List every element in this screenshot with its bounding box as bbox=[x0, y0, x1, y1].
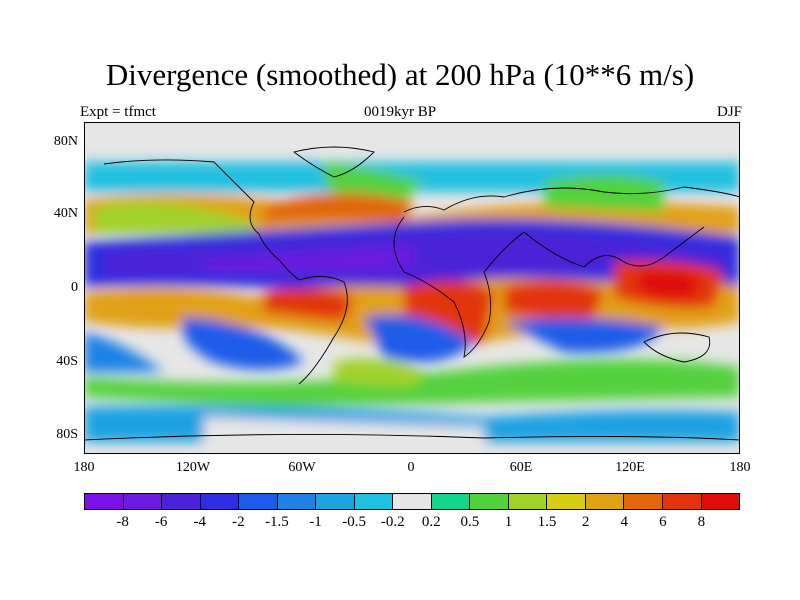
colorbar-box bbox=[547, 494, 586, 509]
lon-label-180w: 180 bbox=[73, 460, 95, 475]
colorbar-box bbox=[585, 494, 625, 509]
lat-label-40s: 40S bbox=[56, 354, 78, 369]
lon-label-60e: 60E bbox=[509, 460, 533, 475]
colorbar-label: -8 bbox=[116, 514, 129, 530]
colorbar-label: 0.2 bbox=[421, 514, 441, 530]
lon-label-0: 0 bbox=[407, 460, 415, 475]
experiment-label: Expt = tfmct bbox=[80, 104, 156, 120]
colorbar-box bbox=[162, 494, 201, 509]
colorbar-label: -0.5 bbox=[342, 514, 366, 530]
colorbar-label: 8 bbox=[697, 514, 706, 530]
colorbar-box bbox=[393, 494, 432, 509]
colorbar-box bbox=[624, 494, 663, 509]
season-label: DJF bbox=[716, 104, 742, 120]
colorbar-label: -1.5 bbox=[265, 514, 289, 530]
colorbar-label: 0.5 bbox=[460, 514, 480, 530]
map-panel bbox=[84, 122, 740, 454]
colorbar-box bbox=[85, 494, 124, 509]
colorbar-label: 1.5 bbox=[537, 514, 557, 530]
lon-label-180e: 180 bbox=[729, 460, 751, 475]
colorbar-box bbox=[123, 494, 163, 509]
colorbar-label: -6 bbox=[154, 514, 168, 530]
colorbar bbox=[84, 493, 740, 510]
colorbar-box bbox=[239, 494, 278, 509]
colorbar-box bbox=[200, 494, 240, 509]
time-label: 0019kyr BP bbox=[363, 104, 437, 120]
colorbar-box bbox=[354, 494, 394, 509]
colorbar-box bbox=[508, 494, 548, 509]
plot-title: Divergence (smoothed) at 200 hPa (10**6 … bbox=[105, 57, 695, 92]
colorbar-box bbox=[470, 494, 509, 509]
coastlines bbox=[84, 146, 740, 441]
colorbar-box bbox=[662, 494, 702, 509]
lat-label-80s: 80S bbox=[56, 427, 78, 442]
colorbar-box bbox=[316, 494, 355, 509]
colorbar-label: 4 bbox=[620, 514, 628, 530]
colorbar-box bbox=[431, 494, 471, 509]
colorbar-label: 1 bbox=[504, 514, 513, 530]
lon-label-120w: 120W bbox=[175, 460, 211, 475]
colorbar-box bbox=[701, 494, 740, 509]
colorbar-label: -4 bbox=[193, 514, 207, 530]
lon-label-60w: 60W bbox=[288, 460, 316, 475]
divergence-field bbox=[84, 122, 740, 454]
lat-label-40n: 40N bbox=[53, 206, 78, 221]
colorbar-label: -2 bbox=[232, 514, 245, 530]
colorbar-box bbox=[277, 494, 317, 509]
colorbar-label: -0.2 bbox=[380, 514, 405, 530]
colorbar-label: 2 bbox=[581, 514, 590, 530]
colorbar-label: -1 bbox=[309, 514, 322, 530]
lat-label-eq: 0 bbox=[71, 280, 78, 295]
lat-label-80n: 80N bbox=[53, 134, 78, 149]
colorbar-label: 6 bbox=[659, 514, 667, 530]
lon-label-120e: 120E bbox=[615, 460, 645, 475]
